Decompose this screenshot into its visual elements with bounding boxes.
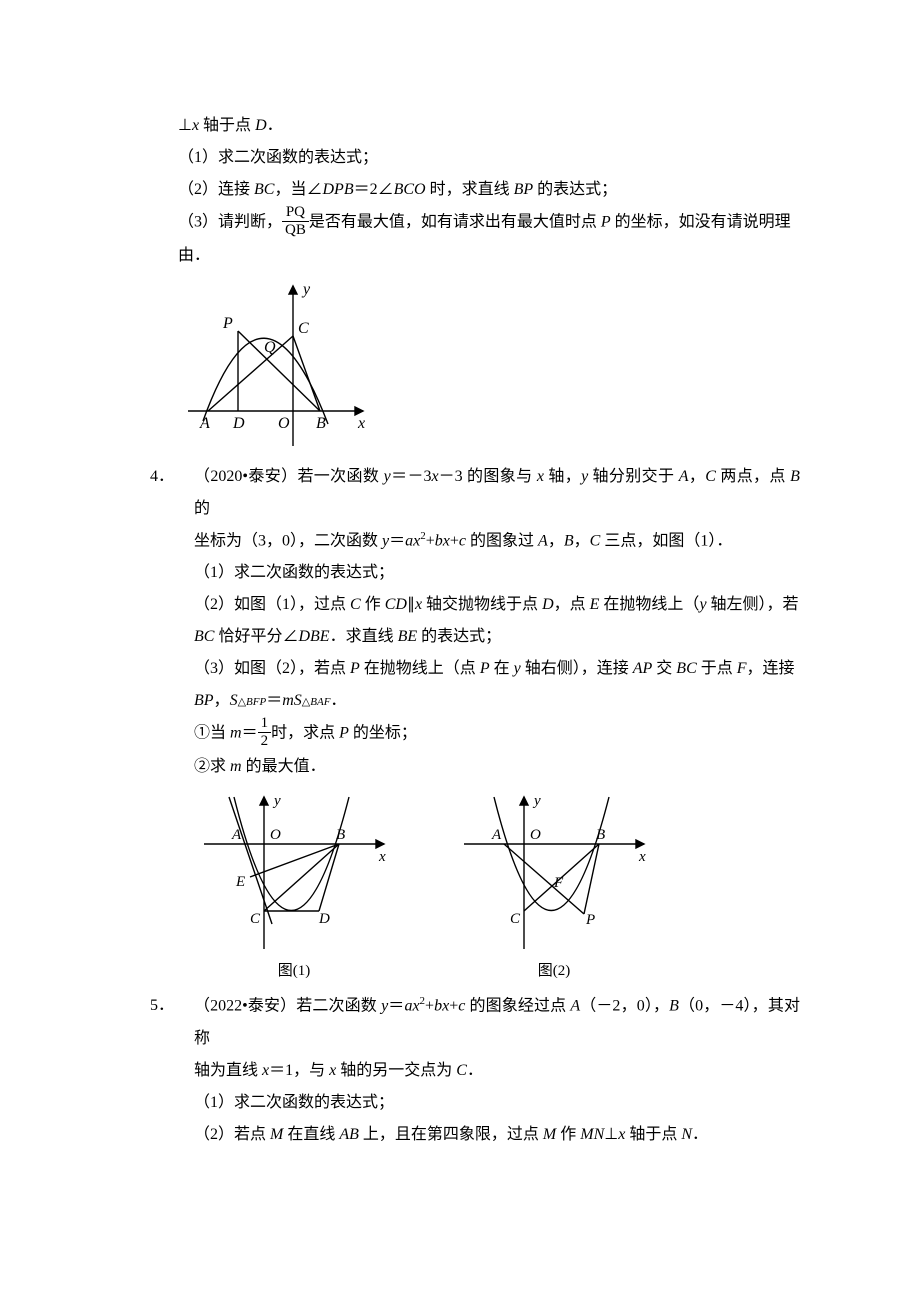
page: ⊥x 轴于点 D． （1）求二次函数的表达式； （2）连接 BC，当∠DPB＝2… (0, 0, 920, 1302)
svg-text:O: O (278, 415, 290, 432)
svg-text:F: F (553, 875, 564, 891)
svg-text:y: y (532, 793, 541, 809)
q5-intro-a: （2022•泰安）若二次函数 y＝ax2+bx+c 的图象经过点 A（－2，0）… (194, 990, 800, 1054)
frac-pq-qb: PQQB (282, 204, 309, 238)
q5-p2: （2）若点 M 在直线 AB 上，且在第四象限，过点 M 作 MN⊥x 轴于点 … (150, 1119, 800, 1151)
svg-text:A: A (199, 415, 210, 432)
q4-fig1: y x A O B E C D 图(1) (194, 789, 394, 986)
svg-text:B: B (596, 827, 605, 843)
q4-figures: y x A O B E C D 图(1) (150, 789, 800, 986)
svg-text:P: P (222, 315, 233, 332)
svg-text:E: E (235, 874, 245, 890)
svg-text:A: A (491, 827, 502, 843)
q3-p3: （3）请判断，PQQB是否有最大值，如有请求出有最大值时点 P 的坐标，如没有请… (150, 206, 800, 240)
q4-fig2: y x A O B F C P 图(2) (454, 789, 654, 986)
q5: 5． （2022•泰安）若二次函数 y＝ax2+bx+c 的图象经过点 A（－2… (150, 990, 800, 1054)
svg-text:O: O (270, 827, 281, 843)
svg-text:B: B (336, 827, 345, 843)
svg-text:C: C (250, 911, 261, 927)
q4-p3c: ①当 m＝12时，求点 P 的坐标； (150, 717, 800, 751)
q5-p1: （1）求二次函数的表达式； (150, 1087, 800, 1119)
svg-text:O: O (530, 827, 541, 843)
q3-p2: （2）连接 BC，当∠DPB＝2∠BCO 时，求直线 BP 的表达式； (150, 174, 800, 206)
svg-text:D: D (232, 415, 245, 432)
q4-p3a: （3）如图（2），若点 P 在抛物线上（点 P 在 y 轴右侧），连接 AP 交… (150, 653, 800, 685)
q3-svg: y x A D O B P Q C (178, 276, 378, 451)
q4-p3b: BP，S△BFP＝mS△BAF． (150, 685, 800, 717)
svg-text:A: A (231, 827, 242, 843)
svg-text:x: x (378, 849, 386, 865)
svg-text:P: P (585, 912, 595, 928)
q5-num: 5． (150, 990, 194, 1054)
q4-fig1-cap: 图(1) (194, 956, 394, 986)
q4-fig2-cap: 图(2) (454, 956, 654, 986)
q3-cont: ⊥x 轴于点 D． (150, 110, 800, 142)
svg-text:y: y (301, 281, 311, 298)
q3-p1: （1）求二次函数的表达式； (150, 142, 800, 174)
q4-intro-a: （2020•泰安）若一次函数 y＝－3x－3 的图象与 x 轴，y 轴分别交于 … (194, 461, 800, 525)
q4: 4． （2020•泰安）若一次函数 y＝－3x－3 的图象与 x 轴，y 轴分别… (150, 461, 800, 525)
svg-text:y: y (272, 793, 281, 809)
svg-text:C: C (510, 911, 521, 927)
svg-text:D: D (318, 911, 330, 927)
svg-text:x: x (638, 849, 646, 865)
q3-p3b: 由． (150, 240, 800, 272)
svg-text:Q: Q (264, 339, 276, 356)
svg-text:C: C (298, 320, 309, 337)
q4-num: 4． (150, 461, 194, 525)
svg-text:x: x (357, 415, 365, 432)
frac-1-2: 12 (258, 715, 272, 749)
svg-text:B: B (316, 415, 326, 432)
q4-p3d: ②求 m 的最大值． (150, 751, 800, 783)
q4-intro-b: 坐标为（3，0），二次函数 y＝ax2+bx+c 的图象过 A，B，C 三点，如… (150, 525, 800, 557)
q5-intro-b: 轴为直线 x＝1，与 x 轴的另一交点为 C． (150, 1055, 800, 1087)
q3-figure: y x A D O B P Q C (150, 276, 800, 451)
q4-p2b: BC 恰好平分∠DBE．求直线 BE 的表达式； (150, 621, 800, 653)
q4-p2a: （2）如图（1），过点 C 作 CD∥x 轴交抛物线于点 D，点 E 在抛物线上… (150, 589, 800, 621)
q4-p1: （1）求二次函数的表达式； (150, 557, 800, 589)
